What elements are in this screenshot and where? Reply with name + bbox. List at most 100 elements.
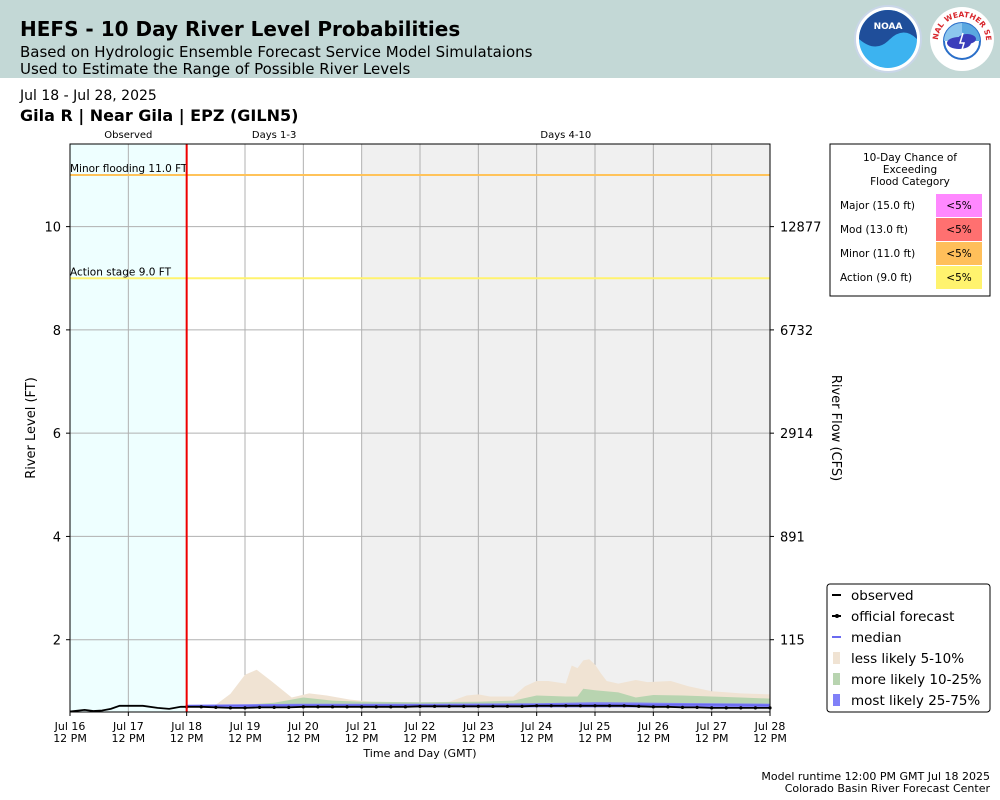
forecast-point [199,705,203,709]
region-2-label: Days 1-3 [252,130,296,141]
x-tick-label-time: 12 PM [287,732,321,745]
forecast-point [432,704,437,708]
forecast-point [666,705,670,709]
forecast-point [272,705,276,709]
forecast-point [535,704,539,708]
station-name: Gila R | Near Gila | EPZ (GILN5) [20,106,299,125]
noaa-logo: NOAA [854,5,922,73]
forecast-point [360,705,364,709]
forecast-point [243,706,247,710]
y-tick-label: 6 [53,427,61,442]
legend-swatch [833,694,840,706]
y2-tick-label: 12877 [780,221,821,236]
forecast-point [447,704,451,708]
region-1-label: Observed [104,130,152,141]
y2-tick-label: 2914 [780,427,813,442]
y2-tick-label: 115 [780,634,805,649]
y-tick-label: 2 [53,634,61,649]
y-tick-label: 8 [53,324,61,339]
forecast-point [505,704,510,708]
forecast-point [607,704,612,708]
forecast-point [476,704,480,708]
y-tick-label: 4 [53,530,61,545]
date-range: Jul 18 - Jul 28, 2025 [20,88,157,104]
legend-item-label: more likely 10-25% [851,672,982,688]
flood-table-title: 10-Day Chance of [863,152,957,164]
x-tick-label-time: 12 PM [520,732,554,745]
forecast-point [403,705,408,709]
x-tick-label: Jul 19 [229,720,261,733]
flood-table-title: Flood Category [870,176,950,188]
forecast-point [680,705,685,709]
forecast-point [257,705,262,709]
chart-legend: observed official forecast median less like… [826,583,991,713]
x-tick-label-time: 12 PM [112,732,146,745]
region-3-background [361,144,770,712]
header-banner: HEFS - 10 Day River Level Probabilities … [0,0,1000,78]
noaa-logo-text: NOAA [874,22,903,32]
y-axis-label: River Level (FT) [24,377,39,479]
threshold-label: Action stage 9.0 FT [70,266,172,278]
forecast-point [418,704,422,708]
forecast-point [695,705,699,709]
x-tick-label-time: 12 PM [228,732,262,745]
forecast-point [214,705,218,709]
x-tick-label: Jul 27 [695,720,727,733]
series-observed-line [69,704,187,713]
forecast-point [301,705,305,709]
flood-table-row-swatch [936,242,982,265]
forecast-point [287,705,291,709]
x-tick-label-time: 12 PM [345,732,379,745]
flood-table-row-label: Major (15.0 ft) [840,200,915,212]
flood-table-row-swatch [936,266,982,289]
threshold-label: Minor flooding 11.0 FT [70,163,188,175]
forecast-point [374,705,378,709]
flood-table-row-value: <5% [946,272,971,284]
x-tick-label: Jul 17 [112,720,144,733]
y2-tick-label: 6732 [780,324,813,339]
forecast-point [316,705,320,709]
forecast-point [345,705,349,709]
x-tick-label: Jul 21 [345,720,377,733]
y2-tick-label: 891 [780,530,805,545]
forecast-point [549,704,553,708]
legend-swatch [833,652,840,664]
forecast-point [637,704,641,708]
flood-table-row-label: Mod (13.0 ft) [840,224,908,236]
x-tick-label-time: 12 PM [695,732,729,745]
series-more-likely-10-25--band [186,688,770,706]
legend-swatch [833,673,840,685]
forecast-point [330,705,335,709]
model-runtime: Model runtime 12:00 PM GMT Jul 18 2025 [761,770,990,783]
legend-swatch-point [835,614,839,618]
x-tick-label: Jul 23 [462,720,494,733]
forecast-point [389,705,393,709]
flood-table-title: Exceeding [883,164,937,176]
x-tick-label: Jul 22 [404,720,436,733]
x-tick-label-time: 12 PM [753,732,787,745]
flood-table-row-label: Action (9.0 ft) [840,272,912,284]
data-series [69,659,772,713]
forecast-point [578,704,583,708]
y2-axis-label: River Flow (CFS) [828,375,843,481]
flood-table-row-value: <5% [946,248,971,260]
page-subtitle-line1: Based on Hydrologic Ensemble Forecast Se… [20,43,533,61]
flood-table-row-value: <5% [946,224,971,236]
forecast-point [564,704,568,708]
forecast-point [739,706,743,710]
x-tick-label-time: 12 PM [637,732,671,745]
forecast-center: Colorado Basin River Forecast Center [784,782,990,795]
page-subtitle-line2: Used to Estimate the Range of Possible R… [20,60,411,78]
forecast-point [651,705,655,709]
x-tick-label: Jul 16 [54,720,86,733]
nws-logo: NATIONAL WEATHER SERVICE [927,3,994,71]
flood-table-row-swatch [936,194,982,217]
legend-item-label: less likely 5-10% [851,651,964,667]
legend-item-label: most likely 25-75% [851,693,980,709]
forecast-point [491,704,495,708]
x-tick-label-time: 12 PM [462,732,496,745]
forecast-point [520,704,524,708]
region-2-background [186,144,362,712]
x-tick-label: Jul 26 [637,720,669,733]
